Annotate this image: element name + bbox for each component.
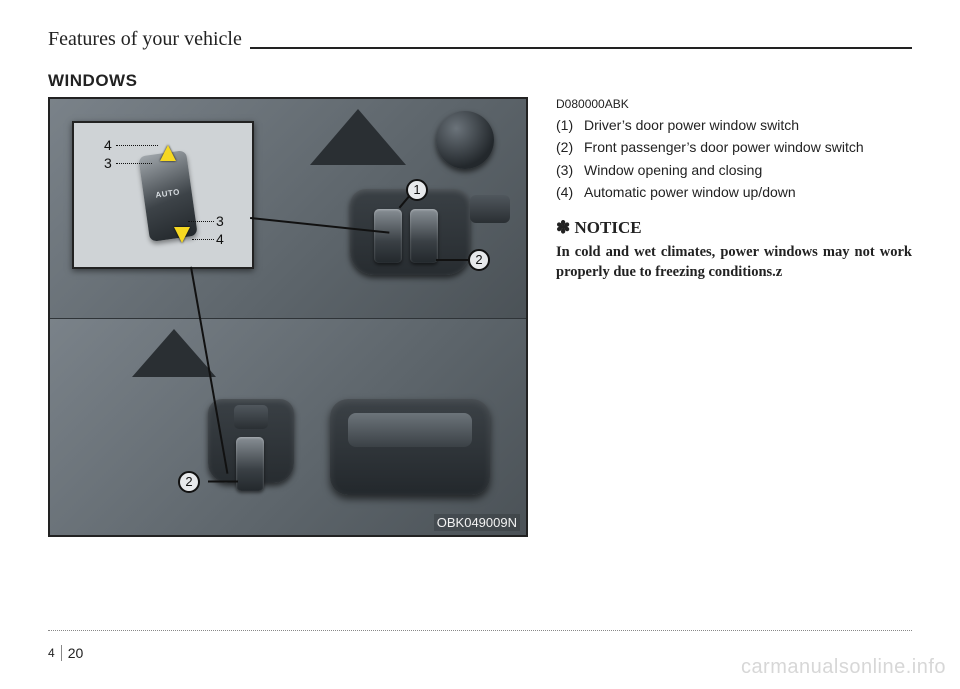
arrow-down-icon: [174, 227, 190, 243]
inset-dots: [192, 239, 214, 240]
legend-num: (3): [556, 160, 584, 180]
legend-num: (2): [556, 137, 584, 157]
section-title: WINDOWS: [48, 71, 912, 91]
footer-rule: [48, 630, 912, 631]
inset-label-3-down: 3: [216, 213, 224, 229]
legend-item: (2) Front passenger’s door power window …: [556, 137, 912, 157]
window-switch-icon: [410, 209, 438, 263]
header-title: Features of your vehicle: [48, 28, 242, 53]
notice-heading: ✽ NOTICE: [556, 218, 912, 238]
page-header: Features of your vehicle: [48, 28, 912, 53]
inset-dots: [116, 145, 158, 146]
inset-label-4-down: 4: [216, 231, 224, 247]
header-rule: [250, 47, 912, 49]
inset-label-4-up: 4: [104, 137, 112, 153]
section-number: 4: [48, 646, 55, 660]
legend-text: Window opening and closing: [584, 160, 912, 180]
figure-code: OBK049009N: [434, 514, 520, 531]
inset-label-3-up: 3: [104, 155, 112, 171]
legend-item: (1) Driver’s door power window switch: [556, 115, 912, 135]
window-switch-icon: [236, 437, 264, 491]
legend-num: (4): [556, 182, 584, 202]
legend-text: Automatic power window up/down: [584, 182, 912, 202]
callout-leader: [436, 259, 470, 261]
doc-code: D080000ABK: [556, 97, 912, 111]
legend-text: Front passenger’s door power window swit…: [584, 137, 912, 157]
figure-frame: 1 2 2 4 3 3 4: [48, 97, 528, 537]
text-column: D080000ABK (1) Driver’s door power windo…: [556, 97, 912, 537]
legend-list: (1) Driver’s door power window switch (2…: [556, 115, 912, 202]
window-trim-icon: [310, 109, 406, 165]
callout-2-bottom: 2: [178, 471, 200, 493]
legend-text: Driver’s door power window switch: [584, 115, 912, 135]
legend-item: (4) Automatic power window up/down: [556, 182, 912, 202]
door-handle-icon: [330, 399, 490, 495]
content-row: 1 2 2 4 3 3 4: [48, 97, 912, 537]
figure-inset: 4 3 3 4: [72, 121, 254, 269]
lock-button-icon: [234, 405, 268, 429]
callout-1: 1: [406, 179, 428, 201]
page-number: 4 20: [48, 645, 83, 661]
lock-button-icon: [470, 195, 510, 223]
notice-body: In cold and wet climates, power windows …: [556, 242, 912, 283]
inset-dots: [116, 163, 152, 164]
arrow-up-icon: [160, 145, 176, 161]
manual-page: Features of your vehicle WINDOWS: [0, 0, 960, 689]
legend-num: (1): [556, 115, 584, 135]
callout-2-top: 2: [468, 249, 490, 271]
legend-item: (3) Window opening and closing: [556, 160, 912, 180]
mirror-knob-icon: [436, 111, 494, 169]
window-switch-icon: [374, 209, 402, 263]
watermark: carmanualsonline.info: [741, 656, 946, 679]
callout-leader: [208, 481, 238, 483]
figure-column: 1 2 2 4 3 3 4: [48, 97, 528, 537]
page-divider-icon: [61, 645, 62, 661]
page-index: 20: [68, 645, 84, 661]
inset-dots: [188, 221, 214, 222]
